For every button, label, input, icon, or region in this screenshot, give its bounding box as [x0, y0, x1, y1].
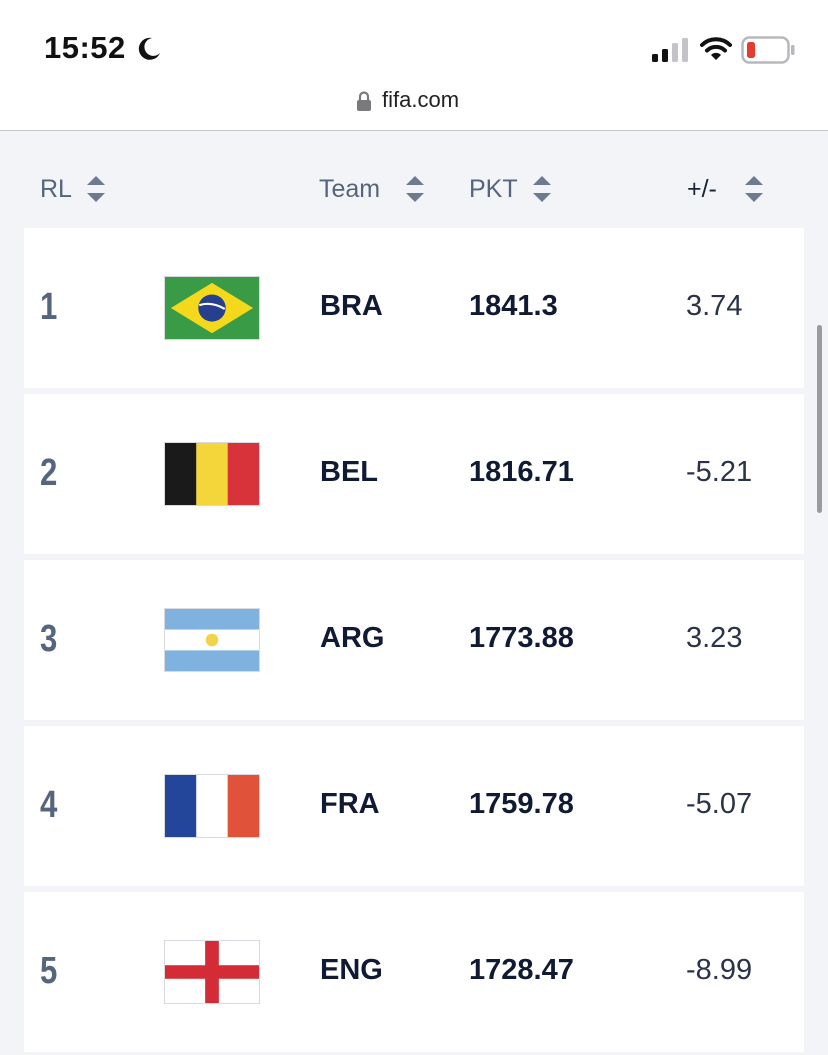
points-value: 1841.3 — [469, 290, 558, 322]
lock-icon — [357, 91, 371, 111]
scrollbar[interactable] — [817, 325, 822, 513]
team-code[interactable]: FRA — [320, 788, 380, 820]
sort-arrows-icon[interactable] — [744, 173, 764, 205]
signal-icon — [652, 38, 688, 62]
clock: 15:52 — [44, 30, 126, 65]
change-value: -8.99 — [686, 954, 753, 986]
team-code[interactable]: ARG — [320, 622, 385, 654]
points-value: 1773.88 — [469, 622, 574, 654]
points-value: 1759.78 — [469, 788, 574, 820]
change-value: -5.07 — [686, 788, 753, 820]
rank-header[interactable]: RL — [40, 175, 72, 203]
points-value: 1728.47 — [469, 954, 574, 986]
sort-arrows-icon[interactable] — [532, 173, 552, 205]
team-code[interactable]: BEL — [320, 456, 378, 488]
brazil-flag-icon — [164, 276, 260, 340]
team-header[interactable]: Team — [319, 175, 381, 203]
change-value: 3.23 — [686, 622, 743, 654]
change-value: 3.74 — [686, 290, 743, 322]
team-code[interactable]: ENG — [320, 954, 383, 986]
wifi-icon — [700, 37, 732, 60]
sort-arrows-icon[interactable] — [86, 173, 106, 205]
table-row[interactable]: 4 FRA 1759.78 -5.07 — [24, 726, 804, 886]
status-bar: 15:52 — [0, 0, 828, 82]
url-text: fifa.com — [382, 87, 460, 112]
moon-icon — [138, 37, 160, 60]
url-bar[interactable]: fifa.com — [0, 82, 828, 131]
team-code[interactable]: BRA — [320, 290, 383, 322]
belgium-flag-icon — [164, 442, 260, 506]
rank-value: 1 — [40, 286, 58, 328]
rank-value: 5 — [40, 950, 58, 992]
rank-value: 3 — [40, 618, 58, 660]
change-header[interactable]: +/- — [687, 175, 717, 203]
table-header: RL Team PKT +/- — [0, 131, 828, 228]
argentina-flag-icon — [164, 608, 260, 672]
france-flag-icon — [164, 774, 260, 838]
rank-value: 2 — [40, 452, 58, 494]
points-header[interactable]: PKT — [469, 175, 518, 203]
change-value: -5.21 — [686, 456, 753, 488]
england-flag-icon — [164, 940, 260, 1004]
battery-icon — [741, 36, 795, 64]
table-row[interactable]: 5 ENG 1728.47 -8.99 — [24, 892, 804, 1052]
table-row[interactable]: 2 BEL 1816.71 -5.21 — [24, 394, 804, 554]
sort-arrows-icon[interactable] — [405, 173, 425, 205]
table-row[interactable]: 1 BRA 1841.3 3.74 — [24, 228, 804, 388]
table-row[interactable]: 3 ARG 1773.88 3.23 — [24, 560, 804, 720]
points-value: 1816.71 — [469, 456, 574, 488]
rank-value: 4 — [40, 784, 58, 826]
